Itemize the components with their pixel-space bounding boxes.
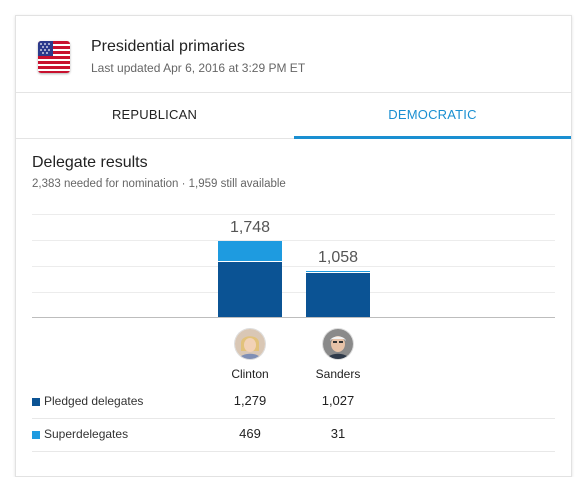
clinton-pledged-value: 1,279 [233,393,267,408]
selected-tab-indicator [294,136,571,139]
chart-gridline [32,292,555,293]
clinton-super-value: 469 [239,426,261,441]
clinton-avatar-icon [235,329,265,359]
row-divider [32,451,555,452]
delegate-bar-chart: 1,748 1,058 [32,206,555,326]
primaries-card: Presidential primaries Last updated Apr … [15,15,572,477]
party-tabs: REPUBLICAN DEMOCRATIC [16,93,571,139]
us-flag-icon [38,41,70,73]
chart-baseline [32,317,555,318]
candidate-name-sanders: Sanders [315,367,361,381]
pledged-legend-label: Pledged delegates [44,394,144,408]
tab-republican[interactable]: REPUBLICAN [111,107,198,122]
bar-total-label: 1,058 [317,249,359,266]
delegate-results-title: Delegate results [32,154,148,171]
chart-gridline [32,266,555,267]
tab-democratic[interactable]: DEMOCRATIC [388,107,477,122]
bar-sanders-pledged [306,272,370,317]
bar-clinton-pledged [218,261,282,317]
sanders-super-value: 31 [330,426,346,441]
bar-sanders-super [306,271,370,274]
last-updated-text: Last updated Apr 6, 2016 at 3:29 PM ET [91,61,306,75]
card-header: Presidential primaries Last updated Apr … [16,16,571,93]
row-divider [32,418,555,419]
delegate-results-subtitle: 2,383 needed for nomination · 1,959 stil… [32,178,286,190]
pledged-delegates-row: Pledged delegates 1,279 1,027 [32,386,555,418]
chart-gridline [32,240,555,241]
card-title: Presidential primaries [91,38,245,55]
sanders-avatar-icon [323,329,353,359]
bar-clinton-super [218,241,282,263]
chart-gridline [32,214,555,215]
super-legend-swatch [32,431,40,439]
sanders-pledged-value: 1,027 [321,393,355,408]
super-legend-label: Superdelegates [44,427,129,441]
candidate-name-clinton: Clinton [231,367,269,381]
superdelegates-row: Superdelegates 469 31 [32,419,555,451]
pledged-legend-swatch [32,398,40,406]
bar-total-label: 1,748 [229,219,271,236]
